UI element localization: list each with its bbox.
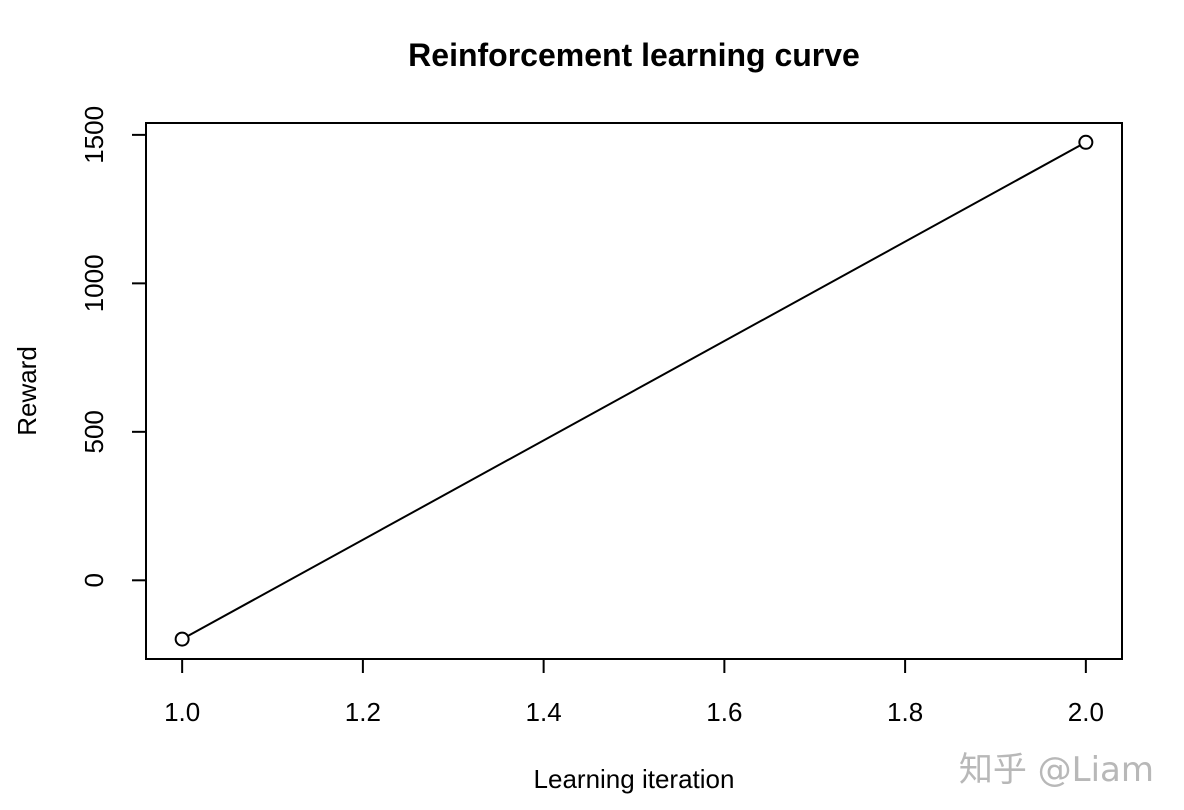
y-axis-label: Reward <box>12 346 42 436</box>
watermark: 知乎 @Liam <box>958 750 1154 790</box>
data-point <box>1078 134 1094 150</box>
x-tick-label: 1.0 <box>164 697 200 727</box>
chart-title: Reinforcement learning curve <box>408 37 860 73</box>
x-axis-label: Learning iteration <box>534 764 735 794</box>
x-tick-label: 1.8 <box>887 697 923 727</box>
y-tick-label: 1500 <box>79 106 109 164</box>
series-line <box>181 141 1087 640</box>
x-tick-label: 1.2 <box>345 697 381 727</box>
data-point <box>174 631 190 647</box>
x-tick-label: 1.6 <box>706 697 742 727</box>
x-axis: 1.0 1.2 1.4 1.6 1.8 2.0 <box>164 659 1104 727</box>
x-tick-label: 1.4 <box>526 697 562 727</box>
series-layer <box>174 134 1094 647</box>
y-tick-label: 500 <box>79 410 109 453</box>
plot-frame <box>145 122 1123 660</box>
x-tick-label: 2.0 <box>1068 697 1104 727</box>
y-tick-label: 0 <box>79 573 109 587</box>
y-axis: 0 500 1000 1500 <box>79 106 146 588</box>
y-tick-label: 1000 <box>79 254 109 312</box>
